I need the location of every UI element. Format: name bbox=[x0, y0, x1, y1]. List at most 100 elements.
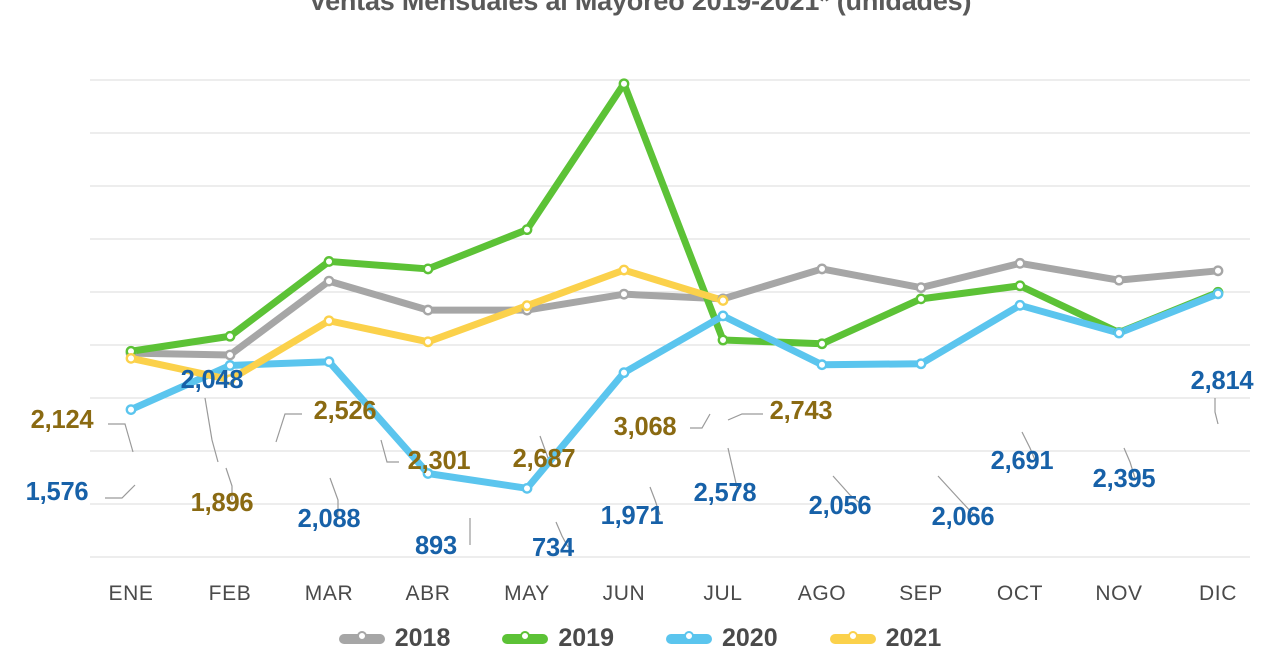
data-label-2021-mar: 2,526 bbox=[314, 397, 377, 425]
data-point-marker-2020[interactable] bbox=[1113, 327, 1125, 339]
data-point-marker-2020[interactable] bbox=[816, 359, 828, 371]
data-point-marker-2020[interactable] bbox=[224, 360, 236, 371]
legend-item-2021[interactable]: 2021 bbox=[829, 624, 942, 653]
data-point-marker-2018[interactable] bbox=[816, 263, 828, 275]
legend-label-2018: 2018 bbox=[394, 624, 451, 652]
data-point-marker-2019[interactable] bbox=[1014, 280, 1026, 292]
data-point-marker-2019[interactable] bbox=[915, 293, 927, 305]
data-label-2021-jul: 2,743 bbox=[770, 397, 833, 425]
legend-swatch-2019 bbox=[502, 630, 549, 644]
data-label-2021-ene: 2,124 bbox=[31, 406, 95, 434]
data-label-leader-line bbox=[329, 477, 339, 518]
data-label-leader-line bbox=[1021, 431, 1036, 461]
data-point-marker-2021[interactable] bbox=[125, 352, 137, 364]
data-label-2020-sep: 2,066 bbox=[932, 503, 995, 531]
data-label-leader-line bbox=[937, 475, 976, 517]
leader-lines bbox=[105, 397, 1219, 548]
data-label-2020-abr: 893 bbox=[415, 532, 457, 560]
x-axis-label-ago: AGO bbox=[798, 582, 846, 605]
data-point-marker-2018[interactable] bbox=[618, 288, 630, 300]
x-axis-label-oct: OCT bbox=[997, 582, 1043, 605]
data-point-marker-2020[interactable] bbox=[1212, 288, 1224, 300]
data-label-2020-mar: 2,088 bbox=[298, 505, 361, 533]
data-label-2021-abr: 2,301 bbox=[408, 447, 471, 475]
data-label-2020-nov: 2,395 bbox=[1093, 465, 1156, 493]
x-axis-label-dic: DIC bbox=[1199, 582, 1237, 605]
gridlines bbox=[90, 79, 1250, 558]
data-label-leader-line bbox=[727, 413, 763, 421]
legend-label-2019: 2019 bbox=[558, 624, 614, 652]
data-point-marker-2021[interactable] bbox=[618, 264, 630, 276]
data-point-marker-2019[interactable] bbox=[422, 263, 434, 275]
data-point-marker-2019[interactable] bbox=[618, 78, 630, 90]
data-point-marker-2021[interactable] bbox=[521, 300, 533, 312]
data-labels: 2,124 1,576 2,048 1,896 2,526 2,088 2,301 893 2,… bbox=[26, 366, 1255, 562]
x-axis-label-feb: FEB bbox=[209, 582, 252, 605]
data-label-leader-line bbox=[225, 467, 233, 500]
data-point-marker-2020[interactable] bbox=[125, 404, 137, 415]
data-point-marker-2019[interactable] bbox=[224, 330, 236, 342]
data-label-2021-jun: 3,068 bbox=[614, 413, 677, 441]
legend-item-2020[interactable]: 2020 bbox=[666, 624, 778, 653]
x-axis-label-jun: JUN bbox=[603, 582, 646, 605]
data-point-marker-2019[interactable] bbox=[323, 256, 335, 267]
data-point-marker-2018[interactable] bbox=[915, 282, 927, 294]
series-line-2020[interactable] bbox=[127, 290, 1222, 492]
data-label-leader-line bbox=[105, 484, 136, 499]
data-point-marker-2018[interactable] bbox=[1113, 274, 1125, 286]
x-axis-label-mar: MAR bbox=[305, 582, 353, 605]
data-point-marker-2020[interactable] bbox=[323, 356, 335, 368]
data-point-marker-2018[interactable] bbox=[323, 275, 335, 287]
data-point-marker-2021[interactable] bbox=[422, 336, 434, 348]
data-point-marker-2020[interactable] bbox=[717, 310, 729, 322]
data-point-marker-2018[interactable] bbox=[224, 349, 236, 361]
data-point-marker-2019[interactable] bbox=[717, 334, 729, 346]
data-label-leader-line bbox=[832, 475, 863, 506]
data-point-marker-2018[interactable] bbox=[1212, 265, 1224, 277]
data-point-marker-2019[interactable] bbox=[816, 338, 828, 350]
data-label-leader-line bbox=[380, 439, 399, 463]
legend-swatch-2020 bbox=[666, 630, 712, 644]
legend-label-2021: 2021 bbox=[885, 624, 942, 652]
data-point-marker-2020[interactable] bbox=[915, 358, 927, 370]
data-point-marker-2021[interactable] bbox=[224, 374, 236, 386]
data-label-2020-jul: 2,578 bbox=[694, 479, 757, 507]
x-axis-label-ene: ENE bbox=[109, 582, 154, 605]
data-point-marker-2020[interactable] bbox=[521, 482, 533, 494]
data-point-marker-2018[interactable] bbox=[1014, 257, 1026, 269]
data-label-leader-line bbox=[108, 423, 134, 453]
data-point-marker-2019[interactable] bbox=[521, 224, 533, 236]
legend-item-2019[interactable]: 2019 bbox=[502, 624, 614, 653]
series-line-2018[interactable] bbox=[127, 259, 1222, 359]
x-axis-label-jul: JUL bbox=[703, 582, 742, 605]
x-axis-label-may: MAY bbox=[504, 582, 550, 605]
x-axis-label-sep: SEP bbox=[899, 582, 943, 605]
data-label-leader-line bbox=[555, 521, 569, 548]
legend-item-2018[interactable]: 2018 bbox=[338, 624, 451, 653]
data-label-2020-ene: 1,576 bbox=[26, 478, 89, 506]
data-point-marker-2020[interactable] bbox=[618, 367, 630, 379]
data-label-2021-feb: 1,896 bbox=[191, 489, 254, 517]
data-point-marker-2018[interactable] bbox=[422, 304, 434, 316]
data-label-2020-jun: 1,971 bbox=[601, 502, 664, 530]
data-point-marker-2020[interactable] bbox=[422, 468, 434, 479]
data-point-marker-2021[interactable] bbox=[717, 295, 729, 306]
data-point-marker-2020[interactable] bbox=[1014, 299, 1026, 311]
data-label-leader-line bbox=[1214, 398, 1219, 425]
data-point-marker-2021[interactable] bbox=[323, 315, 335, 327]
data-label-2021-may: 2,687 bbox=[513, 445, 576, 473]
data-label-leader-line bbox=[204, 397, 219, 463]
legend-label-2020: 2020 bbox=[722, 624, 778, 652]
series-markers bbox=[125, 78, 1224, 494]
x-axis-label-abr: ABR bbox=[406, 582, 451, 605]
data-label-2020-ago: 2,056 bbox=[809, 492, 872, 520]
data-label-leader-line bbox=[1123, 447, 1136, 479]
data-label-leader-line bbox=[275, 413, 302, 443]
legend-swatch-2021 bbox=[829, 630, 876, 644]
x-axis-labels: ENE FEB MAR ABR MAY JUN JUL AGO SEP OCT NOV DIC bbox=[109, 582, 1237, 605]
data-label-leader-line bbox=[690, 413, 711, 429]
series-line-2019[interactable] bbox=[127, 80, 1222, 355]
data-label-2020-dic: 2,814 bbox=[1191, 367, 1255, 395]
